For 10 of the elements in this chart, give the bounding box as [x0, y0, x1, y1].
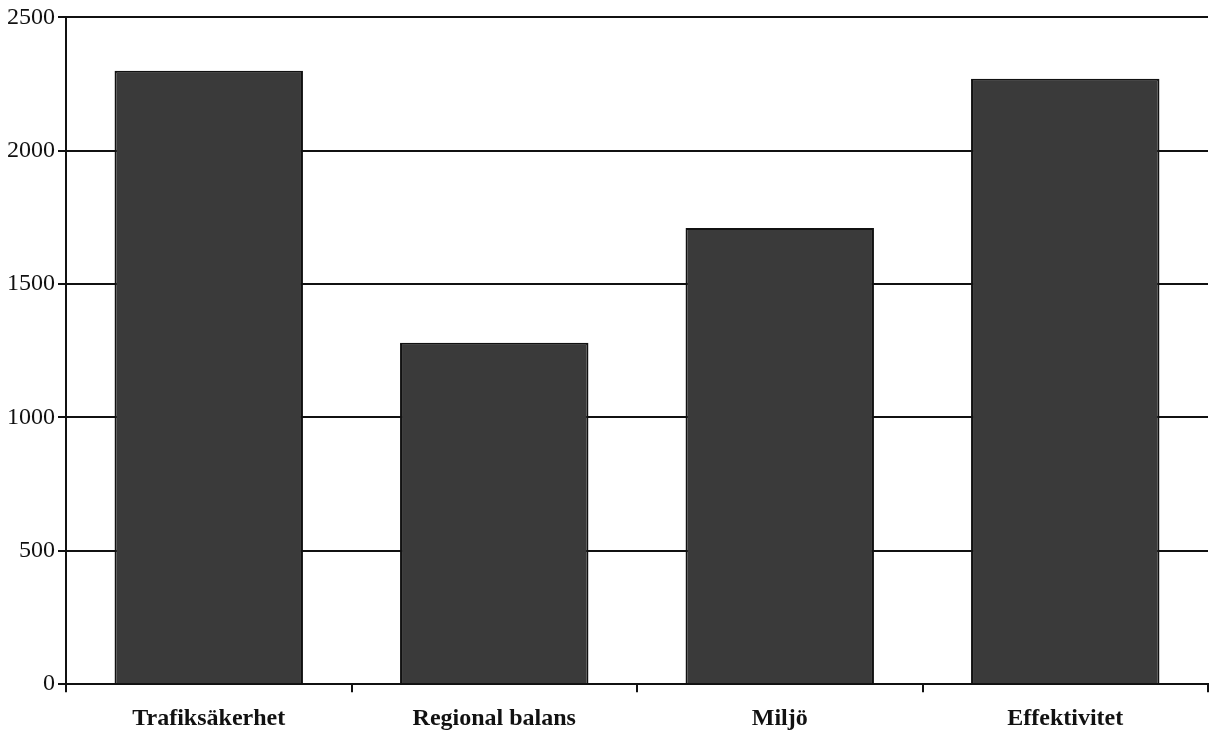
y-tick-label: 2500 [7, 2, 55, 29]
y-tick-label: 2000 [7, 136, 55, 163]
y-tick-label: 1000 [7, 402, 55, 429]
x-tick-label: Trafiksäkerhet [132, 703, 286, 730]
y-tick-label: 1500 [7, 269, 55, 296]
x-tick-label: Effektivitet [1007, 703, 1124, 730]
y-tick-label: 0 [43, 669, 55, 696]
y-tick-label: 500 [19, 536, 55, 563]
x-tick-label: Regional balans [412, 703, 576, 730]
x-tick-label: Miljö [751, 703, 808, 730]
